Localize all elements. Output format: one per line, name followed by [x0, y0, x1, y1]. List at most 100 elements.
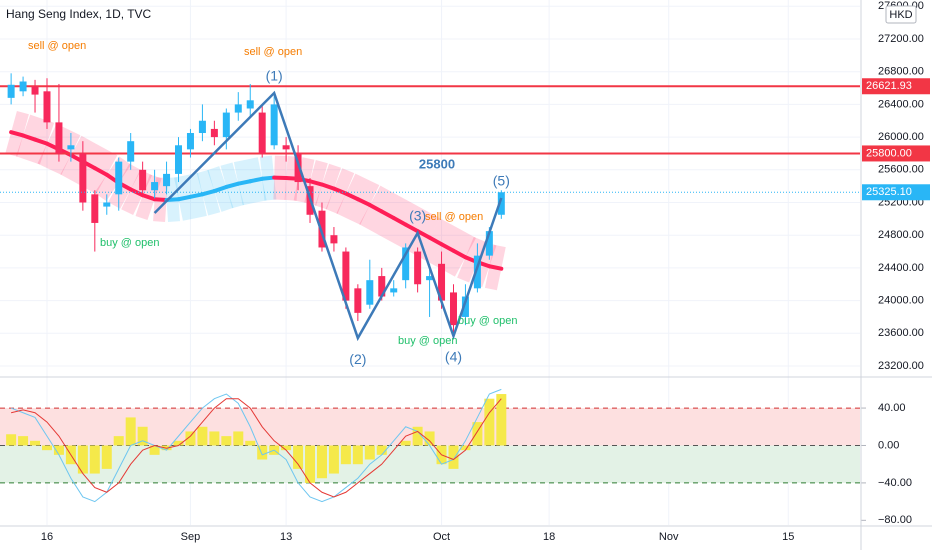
histogram-bar — [376, 445, 387, 455]
ma-line — [308, 179, 324, 187]
candle-body — [139, 169, 147, 191]
ma-line — [224, 181, 241, 189]
candle-body — [163, 173, 171, 187]
candle-body — [414, 251, 422, 285]
ma-line — [236, 179, 253, 186]
currency[interactable]: HKD — [889, 9, 912, 21]
y-tick-label: 26000.00 — [878, 131, 924, 143]
ma-line — [355, 197, 372, 207]
candle-body — [282, 145, 290, 150]
level-badge — [862, 78, 930, 95]
histogram-bar — [77, 445, 88, 474]
oversold-zone — [0, 445, 860, 483]
ma-line — [367, 202, 384, 214]
signal-label: buy @ open — [398, 335, 458, 347]
histogram-bar — [340, 445, 351, 465]
signal-label: buy @ open — [458, 315, 518, 327]
histogram-bar — [281, 445, 292, 451]
candle-body — [485, 231, 493, 256]
histogram-bar — [209, 431, 220, 446]
wave-label: (5) — [493, 173, 510, 189]
candle-body — [246, 100, 254, 109]
candle-body — [378, 276, 386, 297]
ma-line — [212, 184, 229, 194]
y-tick-label: 26400.00 — [878, 98, 924, 110]
ma-line — [343, 191, 360, 202]
candle-body — [19, 81, 27, 92]
candle-body — [43, 91, 51, 123]
candle-body — [151, 182, 159, 191]
y-tick-label: 23200.00 — [878, 360, 924, 372]
osc-tick-label: 0.00 — [878, 439, 899, 451]
candle-body — [402, 247, 410, 281]
histogram-bar — [137, 426, 148, 446]
ma-line — [21, 133, 38, 142]
ma-line — [33, 137, 49, 146]
x-tick-label: Sep — [181, 531, 201, 543]
ma-line — [415, 229, 432, 240]
y-tick-label: 25600.00 — [878, 164, 924, 176]
candle-body — [198, 120, 206, 134]
candle-body — [55, 122, 63, 154]
histogram-bar — [305, 445, 316, 483]
histogram-bar — [316, 445, 327, 479]
candle-body — [258, 112, 266, 154]
candle-body — [222, 112, 230, 138]
candle-body — [342, 251, 350, 301]
candle-body — [67, 145, 75, 150]
candle-body — [330, 235, 338, 244]
last-price-badge — [862, 184, 930, 201]
y-tick-label: 26800.00 — [878, 66, 924, 78]
histogram-bar — [364, 445, 375, 460]
ma-line — [427, 235, 444, 247]
ma-line — [319, 182, 336, 191]
ma-line — [176, 194, 193, 202]
ma-line — [403, 222, 420, 234]
histogram-bar — [352, 445, 363, 465]
candle-body — [354, 288, 362, 313]
ma-line — [260, 175, 277, 181]
histogram-bar — [257, 445, 268, 460]
osc-line — [11, 398, 502, 498]
candle-body — [461, 296, 469, 317]
currency-badge[interactable] — [885, 5, 917, 24]
level-badge — [862, 145, 930, 162]
histogram-bar — [424, 431, 435, 446]
histogram-bar — [496, 394, 507, 446]
candle-body — [115, 161, 123, 195]
ma-line — [128, 187, 145, 198]
histogram-bar — [448, 445, 459, 469]
last-price-label: 25325.10 — [866, 186, 912, 198]
candle-body — [426, 276, 434, 281]
ma-line — [9, 130, 26, 138]
candle-body — [79, 153, 87, 203]
histogram-bar — [412, 426, 423, 446]
signal-label: sell @ open — [28, 40, 86, 52]
candle-body — [31, 86, 39, 95]
histogram-bar — [460, 445, 471, 451]
ma-line — [487, 264, 504, 271]
candle-body — [186, 133, 194, 150]
candle-body — [497, 192, 505, 215]
histogram-bar — [125, 417, 136, 446]
histogram-bar — [293, 445, 304, 469]
signal-label: buy @ open — [100, 237, 160, 249]
histogram-bar — [173, 440, 184, 446]
candle-body — [390, 288, 398, 293]
histogram-bar — [245, 440, 256, 446]
ma-line — [188, 192, 205, 199]
histogram-bar — [328, 445, 339, 474]
candle-body — [175, 145, 183, 174]
candle-body — [234, 104, 242, 113]
osc-line — [10, 388, 502, 503]
candle-body — [318, 210, 326, 248]
x-tick-label: 13 — [280, 531, 292, 543]
level-label: 25800.00 — [866, 147, 912, 159]
wave-label: (1) — [266, 68, 283, 84]
ma-line — [92, 166, 109, 177]
candle-body — [438, 263, 446, 301]
level-label: 26621.93 — [866, 80, 912, 92]
candle-body — [270, 104, 278, 146]
ma-line — [391, 216, 408, 227]
